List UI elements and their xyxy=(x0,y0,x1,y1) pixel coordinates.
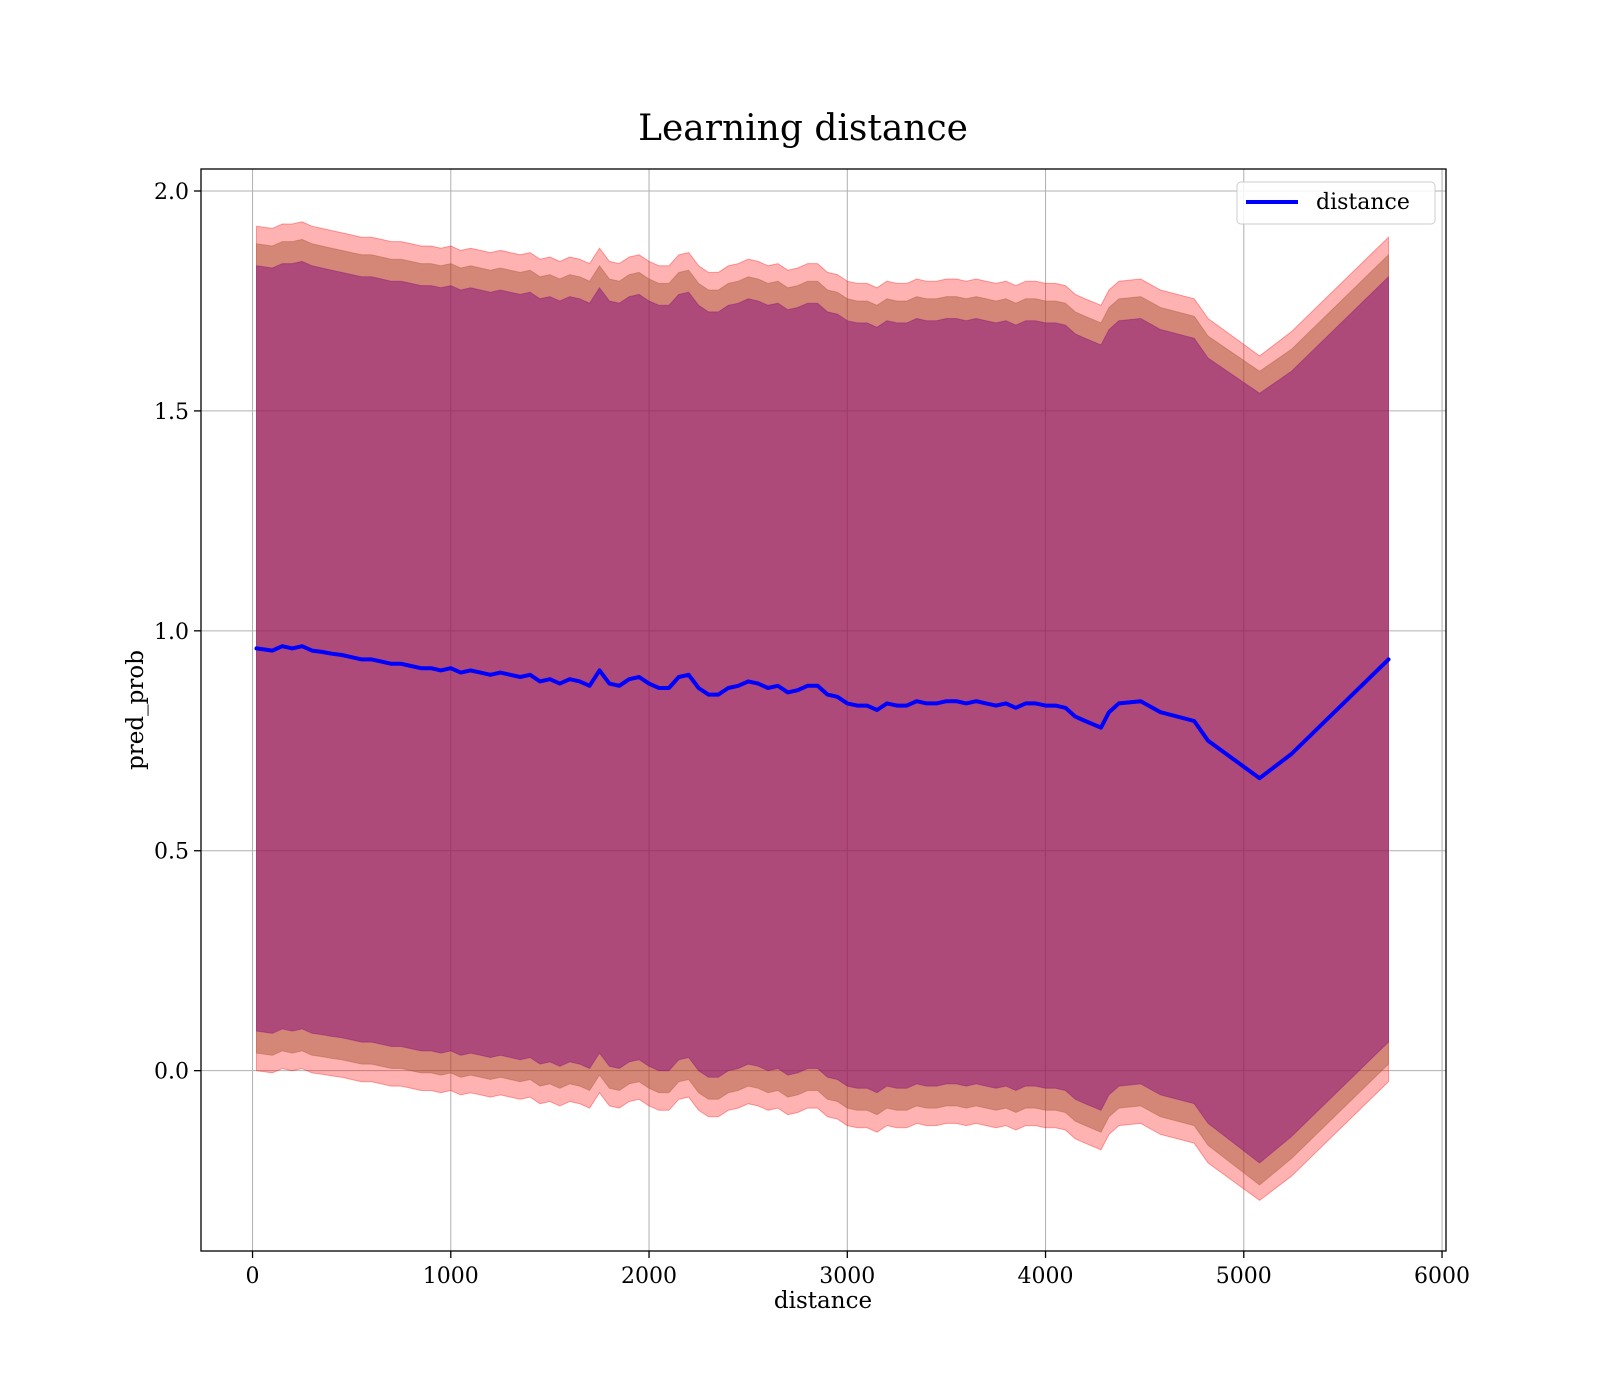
confidence-bands xyxy=(256,221,1389,1202)
x-tick-label: 1000 xyxy=(423,1264,479,1289)
y-axis-ticks: 0.0 0.5 1.0 1.5 2.0 xyxy=(154,180,201,1085)
legend-box xyxy=(1236,181,1436,225)
band-inner xyxy=(256,260,1389,1164)
x-tick-label: 0 xyxy=(246,1264,260,1289)
x-axis-label: distance xyxy=(774,1288,872,1314)
x-tick-label: 2000 xyxy=(621,1264,677,1289)
x-axis-ticks: 0 1000 2000 3000 4000 5000 6000 xyxy=(246,1251,1470,1289)
chart-title: Learning distance xyxy=(638,108,968,149)
x-tick-label: 3000 xyxy=(819,1264,875,1289)
plot-frame xyxy=(200,168,1447,1252)
y-tick-label: 1.0 xyxy=(154,620,189,645)
legend: distance xyxy=(1236,181,1436,225)
x-tick-label: 4000 xyxy=(1018,1264,1074,1289)
y-tick-label: 2.0 xyxy=(154,180,189,205)
y-tick-label: 0.5 xyxy=(154,840,189,865)
series-line-distance xyxy=(254,644,1391,781)
series-lines xyxy=(254,644,1391,781)
x-tick-label: 5000 xyxy=(1216,1264,1272,1289)
grid xyxy=(201,169,1446,1251)
y-tick-label: 0.0 xyxy=(154,1060,189,1085)
band-middle xyxy=(256,238,1389,1186)
legend-label-distance: distance xyxy=(1316,190,1410,215)
y-tick-label: 1.5 xyxy=(154,400,189,425)
y-axis-label: pred_prob xyxy=(123,650,149,770)
x-tick-label: 6000 xyxy=(1414,1264,1470,1289)
band-outer xyxy=(256,221,1389,1202)
